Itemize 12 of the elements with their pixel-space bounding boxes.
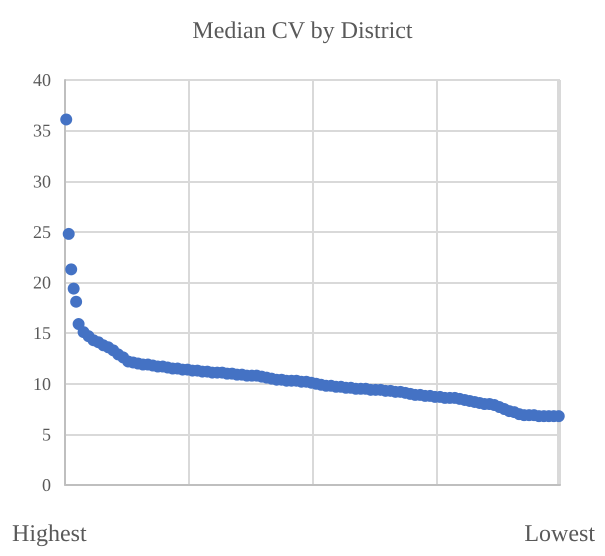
y-tick-label: 25 bbox=[33, 222, 51, 242]
text: Highest bbox=[12, 521, 87, 547]
text: Lowest bbox=[524, 521, 596, 547]
y-tick-label: 20 bbox=[33, 272, 51, 292]
y-tick-label: 0 bbox=[42, 475, 51, 495]
y-tick-label: 15 bbox=[33, 323, 51, 344]
y-tick-label: 5 bbox=[42, 424, 51, 444]
y-tick-label: 30 bbox=[33, 171, 51, 192]
y-tick-label: 40 bbox=[33, 70, 51, 90]
chart-title: Median CV by District bbox=[192, 18, 413, 44]
y-tick-label: 10 bbox=[33, 374, 51, 394]
y-tick-label: 35 bbox=[33, 120, 51, 141]
